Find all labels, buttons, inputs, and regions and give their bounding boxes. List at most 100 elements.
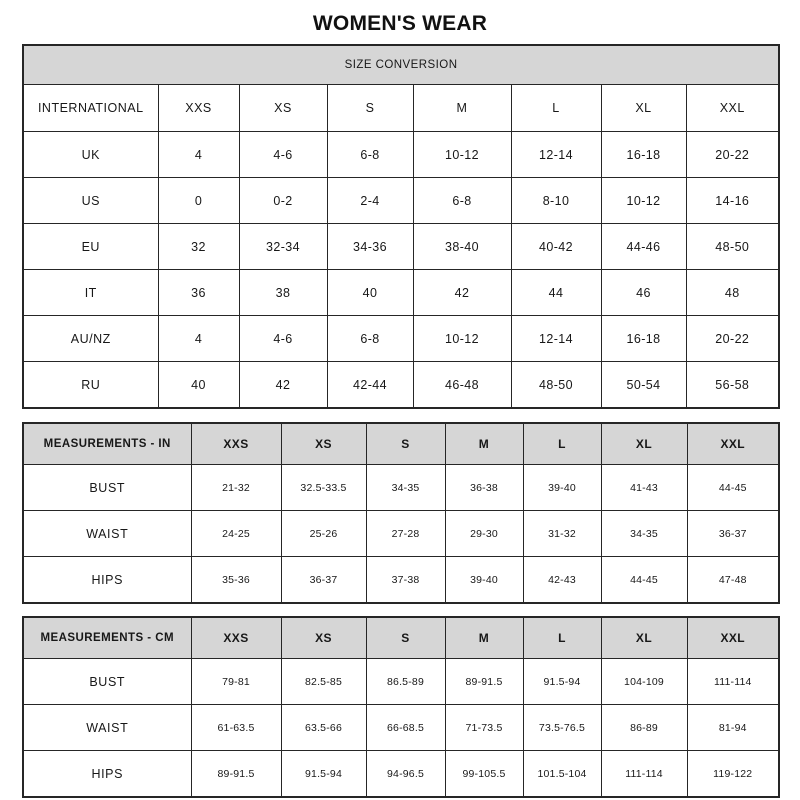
cell-value: 40-42 <box>510 223 602 270</box>
cell-value: 86.5-89 <box>365 658 446 705</box>
cell-value: 82.5-85 <box>280 658 367 705</box>
cell-value: 61-63.5 <box>190 704 282 751</box>
cell-value: 36 <box>157 269 240 316</box>
cell-value: 35-36 <box>190 556 282 604</box>
cell-value: 0 <box>157 177 240 224</box>
cell-value: 16-18 <box>600 131 687 178</box>
cell-value: 44-45 <box>686 464 780 511</box>
measurements-cm-header-s: S <box>365 616 446 659</box>
cell-value: 4 <box>157 131 240 178</box>
table-row: HIPS 35-36 36-37 37-38 39-40 42-43 44-45… <box>22 556 780 604</box>
cell-value: 36-38 <box>444 464 524 511</box>
cell-value: 8-10 <box>510 177 602 224</box>
table-row: WAIST 24-25 25-26 27-28 29-30 31-32 34-3… <box>22 510 780 557</box>
cell-value: 20-22 <box>685 315 780 362</box>
cell-value: 79-81 <box>190 658 282 705</box>
conversion-header-xs: XS <box>238 84 328 132</box>
page-title: WOMEN'S WEAR <box>312 12 488 35</box>
cell-value: 34-36 <box>326 223 414 270</box>
row-label: EU <box>22 223 159 270</box>
cell-value: 42-44 <box>326 361 414 409</box>
cell-value: 21-32 <box>190 464 282 511</box>
conversion-header-m: M <box>412 84 512 132</box>
measurements-cm-header-l: L <box>522 616 602 659</box>
cell-value: 24-25 <box>190 510 282 557</box>
measurements-in-header-label: MEASUREMENTS - IN <box>22 422 192 465</box>
cell-value: 14-16 <box>685 177 780 224</box>
cell-value: 71-73.5 <box>444 704 524 751</box>
conversion-header-s: S <box>326 84 414 132</box>
cell-value: 41-43 <box>600 464 688 511</box>
conversion-header-l: L <box>510 84 602 132</box>
row-label: WAIST <box>22 704 192 751</box>
measurements-cm-header-xxl: XXL <box>686 616 780 659</box>
cell-value: 25-26 <box>280 510 367 557</box>
conversion-header-xl: XL <box>600 84 687 132</box>
measurements-cm-header-xxs: XXS <box>190 616 282 659</box>
measurements-in-header-xl: XL <box>600 422 688 465</box>
cell-value: 91.5-94 <box>522 658 602 705</box>
cell-value: 46 <box>600 269 687 316</box>
cell-value: 32 <box>157 223 240 270</box>
conversion-header-row: INTERNATIONAL XXS XS S M L XL XXL <box>22 84 780 132</box>
measurements-cm-header-m: M <box>444 616 524 659</box>
measurements-in-header-row: MEASUREMENTS - IN XXS XS S M L XL XXL <box>22 422 780 465</box>
cell-value: 38-40 <box>412 223 512 270</box>
cell-value: 10-12 <box>600 177 687 224</box>
cell-value: 48-50 <box>685 223 780 270</box>
cell-value: 31-32 <box>522 510 602 557</box>
cell-value: 89-91.5 <box>190 750 282 798</box>
cell-value: 86-89 <box>600 704 688 751</box>
row-label: BUST <box>22 658 192 705</box>
cell-value: 27-28 <box>365 510 446 557</box>
cell-value: 38 <box>238 269 328 316</box>
measurements-in-header-xxl: XXL <box>686 422 780 465</box>
measurements-in-header-l: L <box>522 422 602 465</box>
cell-value: 34-35 <box>365 464 446 511</box>
table-gap-1 <box>22 409 778 422</box>
cell-value: 12-14 <box>510 315 602 362</box>
measurements-in-header-s: S <box>365 422 446 465</box>
cell-value: 40 <box>326 269 414 316</box>
cell-value: 39-40 <box>444 556 524 604</box>
cell-value: 101.5-104 <box>522 750 602 798</box>
measurements-in-header-xxs: XXS <box>190 422 282 465</box>
cell-value: 2-4 <box>326 177 414 224</box>
measurements-in-header-m: M <box>444 422 524 465</box>
measurements-in-header-xs: XS <box>280 422 367 465</box>
size-conversion-table: SIZE CONVERSION INTERNATIONAL XXS XS S M… <box>22 44 781 409</box>
cell-value: 94-96.5 <box>365 750 446 798</box>
cell-value: 48-50 <box>510 361 602 409</box>
cell-value: 73.5-76.5 <box>522 704 602 751</box>
conversion-header-xxl: XXL <box>685 84 780 132</box>
row-label: HIPS <box>22 556 192 604</box>
row-label: UK <box>22 131 159 178</box>
measurements-cm-table: MEASUREMENTS - CM XXS XS S M L XL XXL BU… <box>22 616 780 798</box>
cell-value: 44-46 <box>600 223 687 270</box>
cell-value: 42-43 <box>522 556 602 604</box>
table-row: HIPS 89-91.5 91.5-94 94-96.5 99-105.5 10… <box>22 750 780 798</box>
cell-value: 63.5-66 <box>280 704 367 751</box>
cell-value: 44-45 <box>600 556 688 604</box>
cell-value: 10-12 <box>412 131 512 178</box>
cell-value: 34-35 <box>600 510 688 557</box>
cell-value: 20-22 <box>685 131 780 178</box>
measurements-cm-header-row: MEASUREMENTS - CM XXS XS S M L XL XXL <box>22 616 780 659</box>
conversion-header-xxs: XXS <box>157 84 240 132</box>
table-row: BUST 21-32 32.5-33.5 34-35 36-38 39-40 4… <box>22 464 780 511</box>
cell-value: 6-8 <box>326 315 414 362</box>
cell-value: 66-68.5 <box>365 704 446 751</box>
cell-value: 6-8 <box>412 177 512 224</box>
row-label: RU <box>22 361 159 409</box>
cell-value: 44 <box>510 269 602 316</box>
cell-value: 42 <box>238 361 328 409</box>
conversion-header-international: INTERNATIONAL <box>22 84 159 132</box>
cell-value: 37-38 <box>365 556 446 604</box>
cell-value: 39-40 <box>522 464 602 511</box>
table-row: IT 36 38 40 42 44 46 48 <box>22 269 780 316</box>
cell-value: 32.5-33.5 <box>280 464 367 511</box>
table-row: BUST 79-81 82.5-85 86.5-89 89-91.5 91.5-… <box>22 658 780 705</box>
row-label: US <box>22 177 159 224</box>
cell-value: 111-114 <box>686 658 780 705</box>
cell-value: 48 <box>685 269 780 316</box>
